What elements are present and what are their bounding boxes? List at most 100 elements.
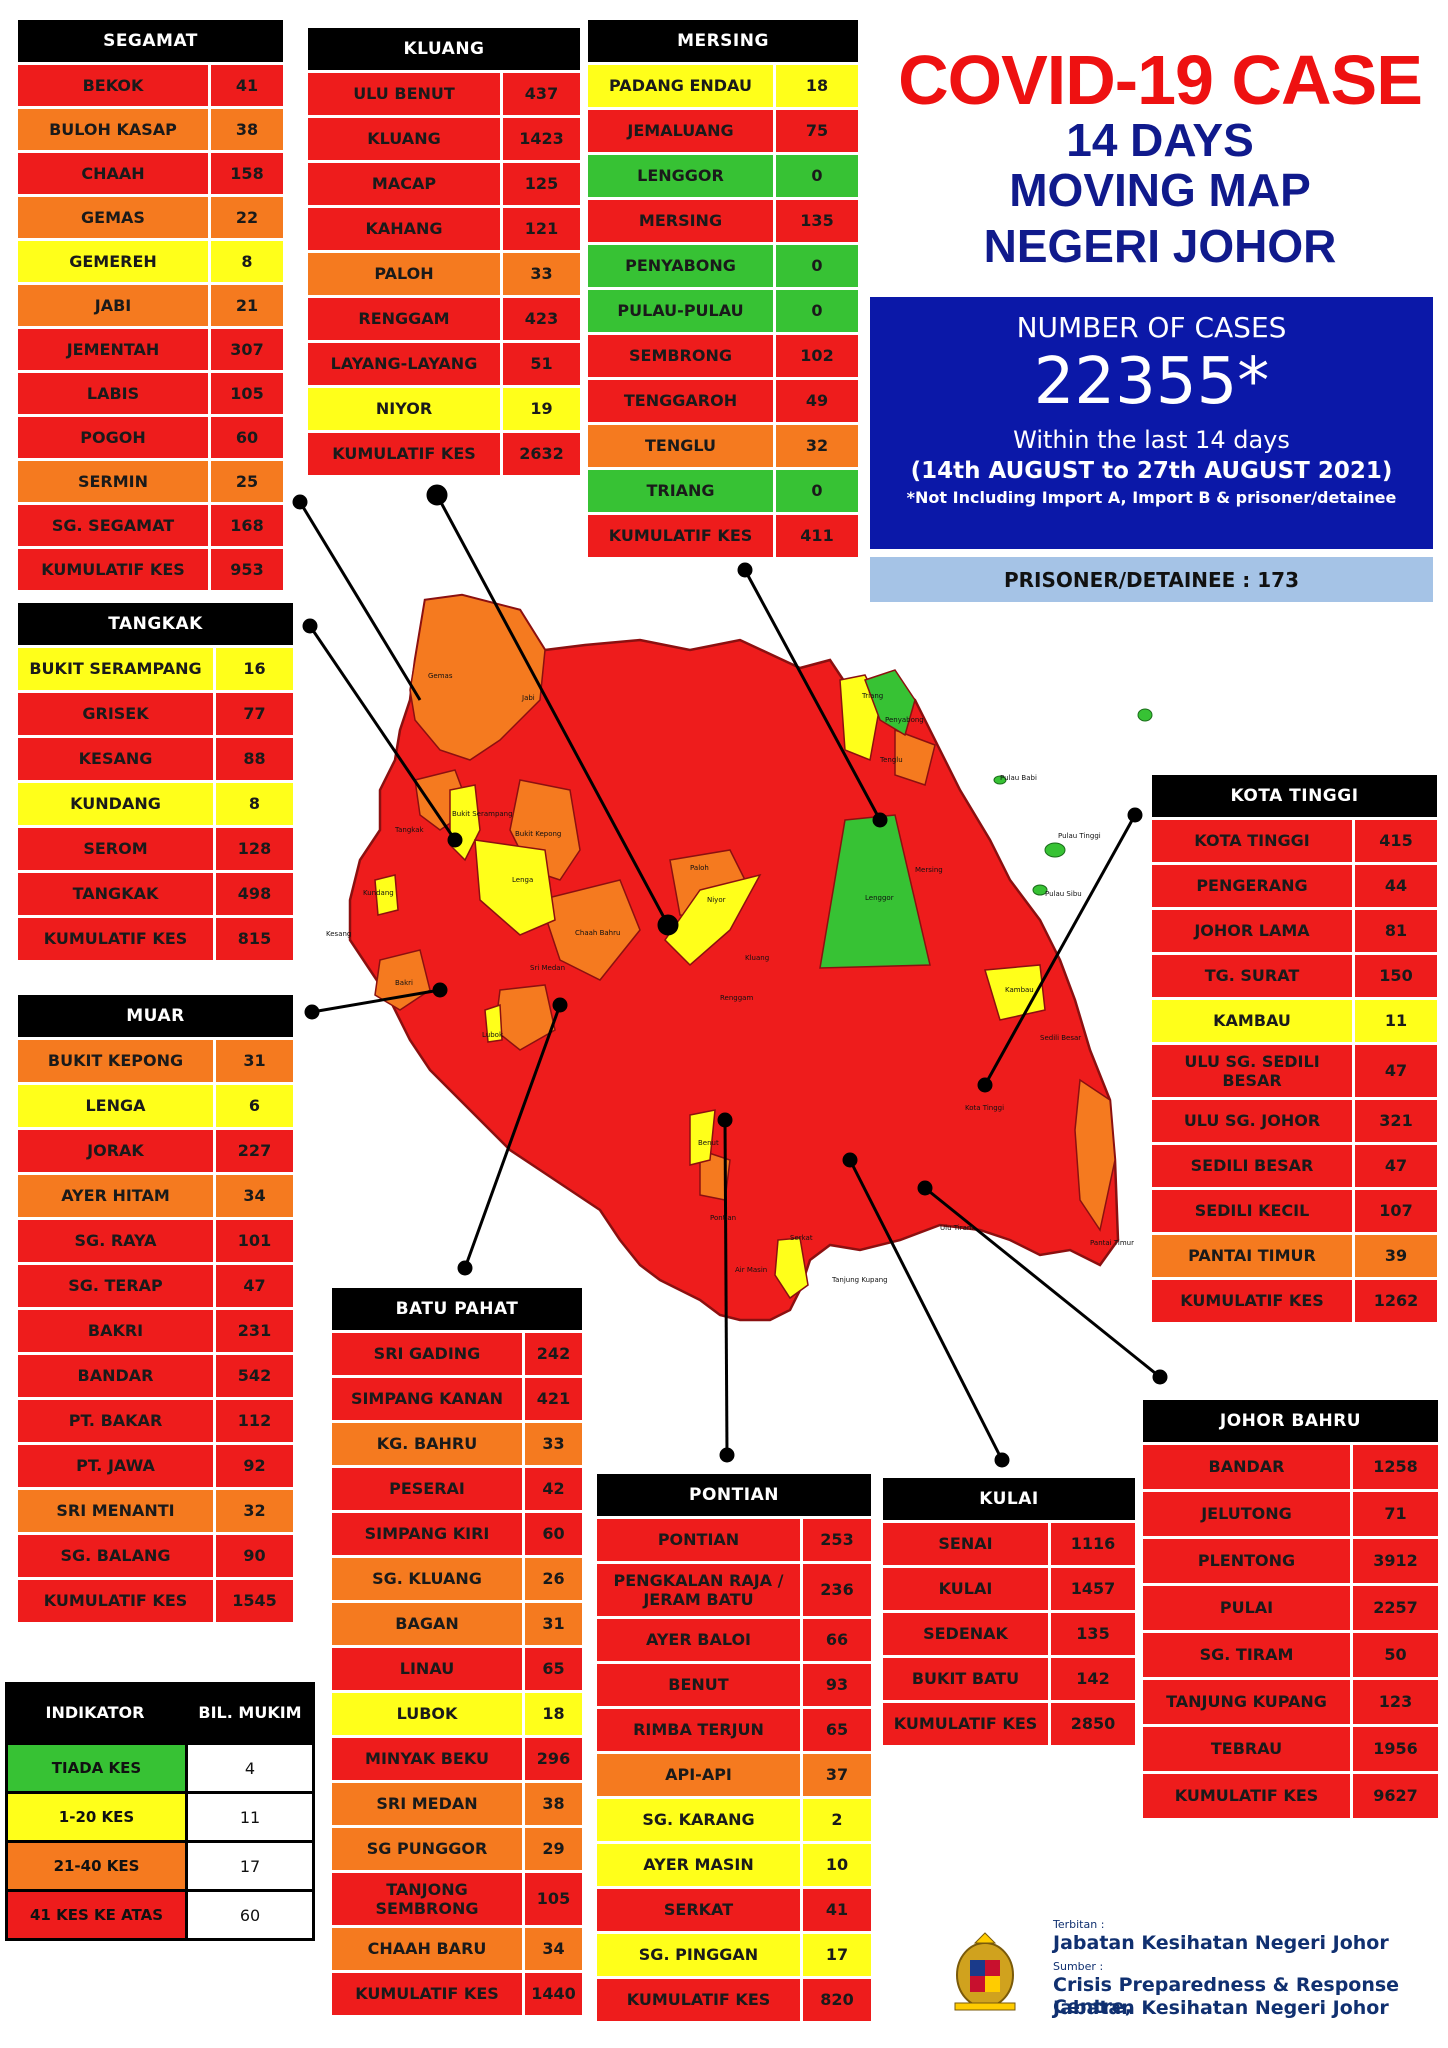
mukim-name: KUMULATIF KES	[1152, 1280, 1352, 1322]
mukim-name: BANDAR	[18, 1355, 213, 1397]
district-row: PANTAI TIMUR 39	[1152, 1232, 1437, 1277]
mukim-cases: 38	[522, 1783, 582, 1825]
mukim-name: SRI MEDAN	[332, 1783, 522, 1825]
mukim-cases: 128	[213, 828, 293, 870]
legend-table: INDIKATOR BIL. MUKIM TIADA KES 4 1-20 KES 1…	[5, 1682, 315, 1941]
district-header: JOHOR BAHRU	[1143, 1400, 1438, 1442]
legend-indicator: 41 KES KE ATAS	[5, 1892, 185, 1938]
district-row: SEDENAK 135	[883, 1610, 1135, 1655]
district-row: RENGGAM 423	[308, 295, 580, 340]
district-row: PADANG ENDAU 18	[588, 62, 858, 107]
legend-row: TIADA KES 4	[5, 1742, 315, 1791]
mukim-cases: 33	[500, 253, 580, 295]
district-row: JEMENTAH 307	[18, 326, 283, 370]
mukim-cases: 0	[773, 290, 858, 332]
mukim-cases: 242	[522, 1333, 582, 1375]
district-row: BEKOK 41	[18, 62, 283, 106]
mukim-cases: 421	[522, 1378, 582, 1420]
district-row: TRIANG 0	[588, 467, 858, 512]
map-label-air-masin: Air Masin	[735, 1266, 767, 1274]
district-row: KLUANG 1423	[308, 115, 580, 160]
district-row: TANGKAK 498	[18, 870, 293, 915]
district-row: LENGA 6	[18, 1082, 293, 1127]
mukim-name: AYER HITAM	[18, 1175, 213, 1217]
map-label-pulau-sibu: Pulau Sibu	[1045, 890, 1082, 898]
island-babi	[993, 775, 1007, 785]
mukim-cases: 31	[213, 1040, 293, 1082]
district-row: KAHANG 121	[308, 205, 580, 250]
mukim-cases: 415	[1352, 820, 1437, 862]
map-label-niyor: Niyor	[707, 896, 726, 904]
mukim-cases: 105	[208, 373, 283, 414]
district-row: PT. JAWA 92	[18, 1442, 293, 1487]
zone-benut	[689, 1109, 716, 1166]
district-row: BANDAR 1258	[1143, 1442, 1438, 1489]
panel-batu-pahat: BATU PAHAT SRI GADING 242 SIMPANG KANAN 421 K…	[332, 1288, 582, 2015]
district-row: SIMPANG KIRI 60	[332, 1510, 582, 1555]
district-row: AYER MASIN 10	[597, 1841, 871, 1886]
district-row: SRI GADING 242	[332, 1330, 582, 1375]
mukim-cases: 65	[522, 1648, 582, 1690]
mukim-name: GEMEREH	[18, 241, 208, 282]
district-row: JEMALUANG 75	[588, 107, 858, 152]
mukim-name: TENGLU	[588, 425, 773, 467]
mukim-cases: 542	[213, 1355, 293, 1397]
district-header: MERSING	[588, 20, 858, 62]
mukim-cases: 107	[1352, 1190, 1437, 1232]
map-label-kluang: Kluang	[745, 954, 769, 962]
mukim-name: PT. JAWA	[18, 1445, 213, 1487]
district-row: JELUTONG 71	[1143, 1489, 1438, 1536]
district-row: NIYOR 19	[308, 385, 580, 430]
mukim-name: KESANG	[18, 738, 213, 780]
district-row: GEMEREH 8	[18, 238, 283, 282]
mukim-name: SRI GADING	[332, 1333, 522, 1375]
district-row: JABI 21	[18, 282, 283, 326]
mukim-name: MINYAK BEKU	[332, 1738, 522, 1780]
district-row: TENGGAROH 49	[588, 377, 858, 422]
mukim-cases: 105	[522, 1873, 582, 1925]
mukim-cases: 66	[800, 1619, 871, 1661]
mukim-name: PANTAI TIMUR	[1152, 1235, 1352, 1277]
map-label-pontian: Pontian	[710, 1214, 736, 1222]
legend-count: 4	[185, 1745, 315, 1791]
coat-of-arms-emblem	[954, 1932, 1016, 2011]
mukim-name: TEBRAU	[1143, 1727, 1350, 1771]
district-row: BUKIT SERAMPANG 16	[18, 645, 293, 690]
district-row: PULAI 2257	[1143, 1583, 1438, 1630]
mukim-name: PLENTONG	[1143, 1539, 1350, 1583]
island-north	[1137, 708, 1153, 722]
map-label-mersing: Mersing	[915, 866, 943, 874]
mukim-name: POGOH	[18, 417, 208, 458]
mukim-cases: 0	[773, 470, 858, 512]
district-row: SG. TIRAM 50	[1143, 1630, 1438, 1677]
district-row: LINAU 65	[332, 1645, 582, 1690]
mukim-cases: 437	[500, 73, 580, 115]
mukim-name: BAKRI	[18, 1310, 213, 1352]
district-row: KESANG 88	[18, 735, 293, 780]
district-header: BATU PAHAT	[332, 1288, 582, 1330]
mukim-cases: 2257	[1350, 1586, 1438, 1630]
map-label-pantai-timur: Pantai Timur	[1090, 1239, 1134, 1247]
district-total-row: KUMULATIF KES 953	[18, 546, 283, 590]
mukim-name: KUMULATIF KES	[18, 918, 213, 960]
mukim-name: PENGKALAN RAJA / JERAM BATU	[597, 1564, 800, 1616]
mukim-cases: 34	[213, 1175, 293, 1217]
mukim-name: BUKIT SERAMPANG	[18, 648, 213, 690]
mukim-name: PALOH	[308, 253, 500, 295]
mukim-name: API-API	[597, 1754, 800, 1796]
district-row: BUKIT KEPONG 31	[18, 1037, 293, 1082]
mukim-name: SIMPANG KANAN	[332, 1378, 522, 1420]
district-row: TENGLU 32	[588, 422, 858, 467]
mukim-name: BEKOK	[18, 65, 208, 106]
legend-indicator: 21-40 KES	[5, 1843, 185, 1889]
panel-segamat: SEGAMAT BEKOK 41 BULOH KASAP 38 CHAAH 158 GEMAS…	[18, 20, 283, 590]
map-label-bakri: Bakri	[395, 979, 413, 987]
mukim-name: LENGGOR	[588, 155, 773, 197]
district-row: TANJONG SEMBRONG 105	[332, 1870, 582, 1925]
district-row: BUKIT BATU 142	[883, 1655, 1135, 1700]
district-row: SEROM 128	[18, 825, 293, 870]
legend-indicator: 1-20 KES	[5, 1794, 185, 1840]
district-header: KULAI	[883, 1478, 1135, 1520]
mukim-name: LUBOK	[332, 1693, 522, 1735]
